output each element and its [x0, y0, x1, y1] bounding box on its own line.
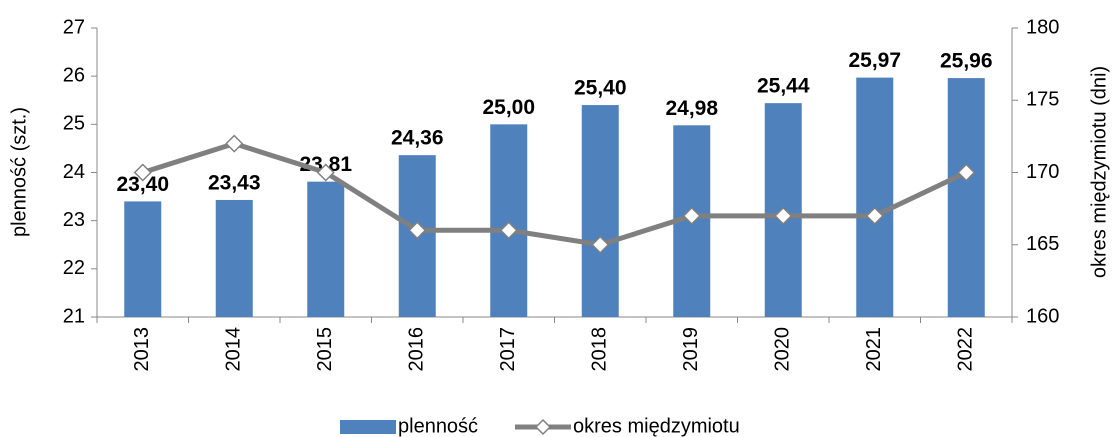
x-tick-label: 2014	[223, 327, 245, 372]
legend-label: plenność	[398, 415, 478, 437]
y2-axis-label: okres międzymiotu (dni)	[1088, 66, 1110, 278]
y-tick-label: 25	[63, 113, 85, 135]
legend-label: okres międzymiotu	[573, 415, 740, 437]
y2-tick-label: 165	[1026, 233, 1059, 255]
bar	[124, 201, 162, 317]
x-tick-label: 2018	[589, 327, 611, 372]
data-label: 23,43	[208, 172, 261, 195]
data-label: 25,96	[940, 50, 993, 73]
y-tick-label: 26	[63, 64, 85, 86]
data-label: 23,40	[116, 173, 169, 196]
y-tick-label: 23	[63, 209, 85, 231]
bar	[581, 105, 619, 317]
bar	[947, 78, 985, 318]
marker	[225, 134, 244, 153]
x-tick-label: 2016	[406, 327, 428, 372]
y-tick-label: 24	[63, 161, 85, 183]
data-label: 25,44	[757, 75, 810, 98]
legend-marker	[534, 418, 552, 436]
data-label: 25,97	[848, 49, 901, 72]
x-tick-label: 2017	[497, 327, 519, 372]
y-tick-label: 22	[63, 257, 85, 279]
y-tick-label: 27	[63, 16, 85, 38]
marker	[499, 221, 518, 240]
y2-tick-label: 180	[1026, 16, 1059, 38]
data-label: 25,40	[574, 77, 627, 100]
y2-tick-label: 160	[1026, 305, 1059, 327]
marker	[133, 163, 152, 182]
marker	[865, 206, 884, 225]
y2-tick-label: 170	[1026, 161, 1059, 183]
data-label: 25,00	[482, 96, 535, 119]
bar	[215, 199, 253, 317]
x-tick-label: 2022	[955, 327, 977, 372]
marker	[408, 221, 427, 240]
x-tick-label: 2013	[131, 327, 153, 372]
y2-tick-label: 175	[1026, 89, 1059, 111]
y-axis-label: plenność (szt.)	[8, 107, 30, 237]
marker	[957, 163, 976, 182]
marker	[774, 206, 793, 225]
bar	[856, 77, 894, 317]
marker	[591, 235, 610, 254]
marker	[682, 206, 701, 225]
data-label: 24,98	[665, 97, 718, 120]
bar	[307, 181, 345, 317]
bar	[490, 124, 528, 317]
x-tick-label: 2019	[680, 327, 702, 372]
data-label: 24,36	[391, 127, 444, 150]
x-tick-label: 2021	[863, 327, 885, 372]
x-tick-label: 2015	[314, 327, 336, 372]
marker	[316, 163, 335, 182]
legend-swatch	[340, 420, 396, 434]
x-tick-label: 2020	[772, 327, 794, 372]
line	[141, 140, 968, 248]
y-tick-label: 21	[63, 305, 85, 327]
